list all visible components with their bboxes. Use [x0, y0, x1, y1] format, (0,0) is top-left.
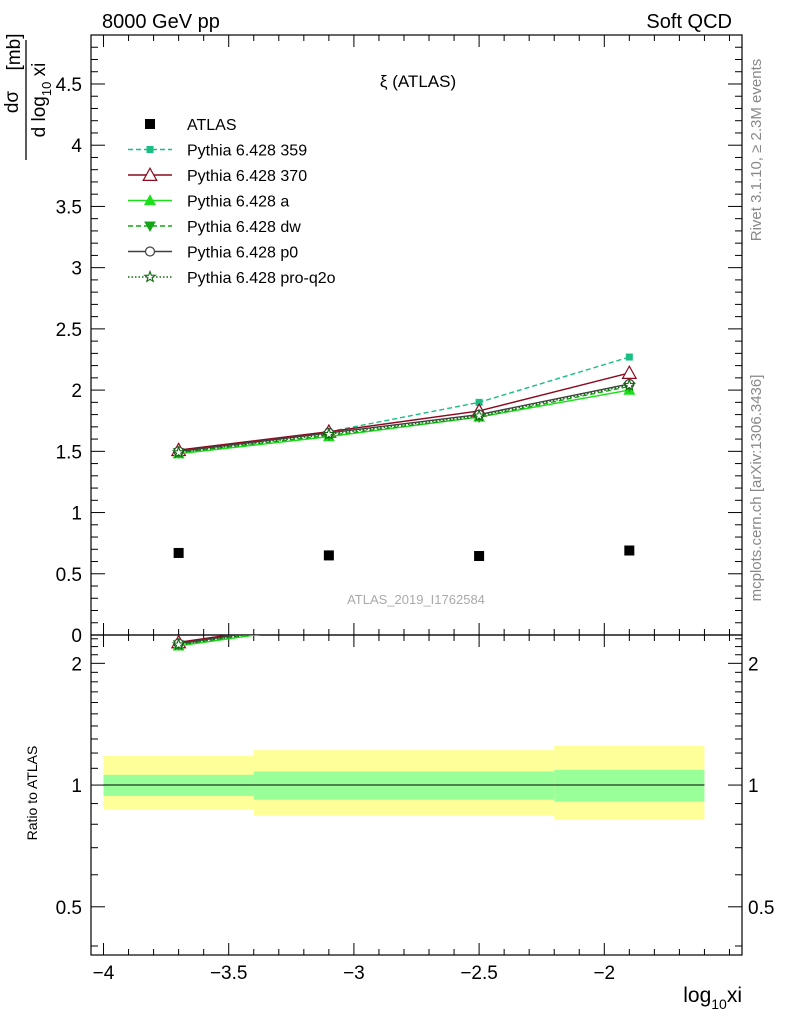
x-tick-label: −2: [593, 963, 615, 984]
legend-entry: Pythia 6.428 pro-q2o: [128, 269, 336, 287]
mcplots-label: mcplots.cern.ch [arXiv:1306.3436]: [748, 375, 765, 602]
y-tick-label: 3: [71, 259, 82, 280]
y-tick-label: 2.5: [56, 320, 82, 341]
y-tick-label: 1: [71, 504, 82, 525]
legend-label: Pythia 6.428 dw: [187, 219, 301, 236]
header-left: 8000 GeV pp: [102, 11, 220, 33]
legend-label: ATLAS: [187, 117, 237, 134]
data-point: [323, 550, 334, 561]
point: [324, 620, 334, 629]
point: [171, 637, 186, 651]
series-line: [178, 385, 630, 454]
point: [146, 146, 154, 153]
legend-marker: [145, 119, 155, 129]
point: [623, 580, 637, 592]
series-5: [171, 378, 637, 459]
point: [144, 246, 156, 257]
series-line: [178, 383, 630, 453]
legend-entry: ATLAS: [145, 117, 237, 134]
svg-text:d log10 xi: d log10 xi: [29, 63, 54, 138]
ratio-y-tick-label-right: 1: [748, 776, 759, 797]
point: [322, 427, 336, 440]
x-axis-label: log10xi: [683, 984, 742, 1012]
point: [143, 194, 157, 206]
data-point: [173, 547, 184, 558]
y-tick-label: 0: [71, 626, 82, 647]
ratio-y-tick-label-right: 2: [748, 654, 759, 675]
series-1: [170, 364, 638, 457]
legend-entry: Pythia 6.428 370: [128, 167, 307, 185]
point: [624, 589, 635, 599]
point: [143, 269, 157, 283]
ratio-band-stat: [403, 771, 555, 800]
point: [626, 573, 632, 579]
legend-label: Pythia 6.428 a: [187, 194, 289, 211]
series-line: [178, 384, 630, 454]
ratio-band-stat: [554, 769, 705, 802]
analysis-watermark: ATLAS_2019_I1762584: [347, 592, 485, 607]
point: [324, 617, 333, 626]
point: [622, 378, 637, 392]
plot-title: ξ (ATLAS): [380, 72, 456, 91]
legend-label: Pythia 6.428 370: [187, 168, 307, 185]
y-axis-label: dσ d log10 xi [mb]: [2, 34, 54, 160]
ratio-y-tick-label: 1: [71, 776, 82, 797]
rivet-label: Rivet 3.1.10, ≥ 2.3M events: [748, 59, 765, 242]
legend: ATLAS Pythia 6.428 359 Pythia 6.428 370 Pyt…: [128, 117, 336, 287]
data-point: [474, 551, 485, 562]
header-right: Soft QCD: [646, 11, 732, 33]
ratio-y-tick-label-right: 0.5: [748, 898, 774, 919]
point: [324, 620, 334, 629]
x-tick-label: −2.5: [460, 963, 498, 984]
legend-entry: Pythia 6.428 dw: [128, 219, 301, 236]
svg-text:[mb]: [mb]: [4, 34, 25, 71]
ratio-y-tick-label: 0.5: [56, 898, 82, 919]
y-tick-label: 4: [71, 136, 82, 157]
point: [142, 167, 158, 181]
y-tick-label: 0.5: [56, 565, 82, 586]
point: [324, 617, 335, 627]
x-tick-label: −4: [93, 963, 115, 984]
point: [144, 221, 156, 233]
plot-frames: −4 −3.5 −3 −2.5 −2 0 0.5 1 1.5 2 2.5 3 3.5 4 4.5 0.5 0.5…: [56, 34, 774, 984]
ratio-series-5: [171, 589, 635, 651]
x-tick-label: −3: [343, 963, 365, 984]
y-tick-label: 1.5: [56, 442, 82, 463]
x-tick-label: −3.5: [210, 963, 248, 984]
y-tick-label: 3.5: [56, 197, 82, 218]
point: [472, 408, 486, 422]
series-line: [178, 356, 630, 453]
y-tick-label: 4.5: [56, 75, 82, 96]
point: [621, 364, 638, 379]
data-series: [173, 545, 635, 562]
legend-entry: Pythia 6.428 359: [128, 143, 307, 160]
legend-label: Pythia 6.428 p0: [187, 245, 298, 262]
legend-label: Pythia 6.428 pro-q2o: [187, 270, 336, 287]
legend-label: Pythia 6.428 359: [187, 143, 307, 160]
ratio-series-line: [178, 635, 261, 647]
point: [322, 614, 336, 626]
svg-text:log10xi: log10xi: [683, 984, 742, 1012]
point: [326, 617, 332, 623]
series-0: [175, 353, 633, 455]
ratio-band-stat: [253, 771, 404, 800]
ratio-y-axis-label: Ratio to ATLAS: [24, 746, 40, 841]
point: [625, 589, 634, 598]
ratio-y-tick-label: 2: [71, 654, 82, 675]
svg-text:dσ: dσ: [2, 91, 23, 114]
point: [171, 445, 186, 459]
series-layer: [170, 353, 638, 651]
series-line: [178, 372, 630, 451]
point: [625, 353, 633, 361]
legend-entry: Pythia 6.428 p0: [128, 245, 298, 262]
ratio-bands: [103, 745, 705, 820]
y-tick-label: 2: [71, 381, 82, 402]
ratio-plot-frame: [90, 634, 743, 956]
legend-entry: Pythia 6.428 a: [128, 194, 289, 211]
point: [624, 593, 634, 602]
data-point: [624, 545, 635, 556]
point: [624, 592, 634, 601]
